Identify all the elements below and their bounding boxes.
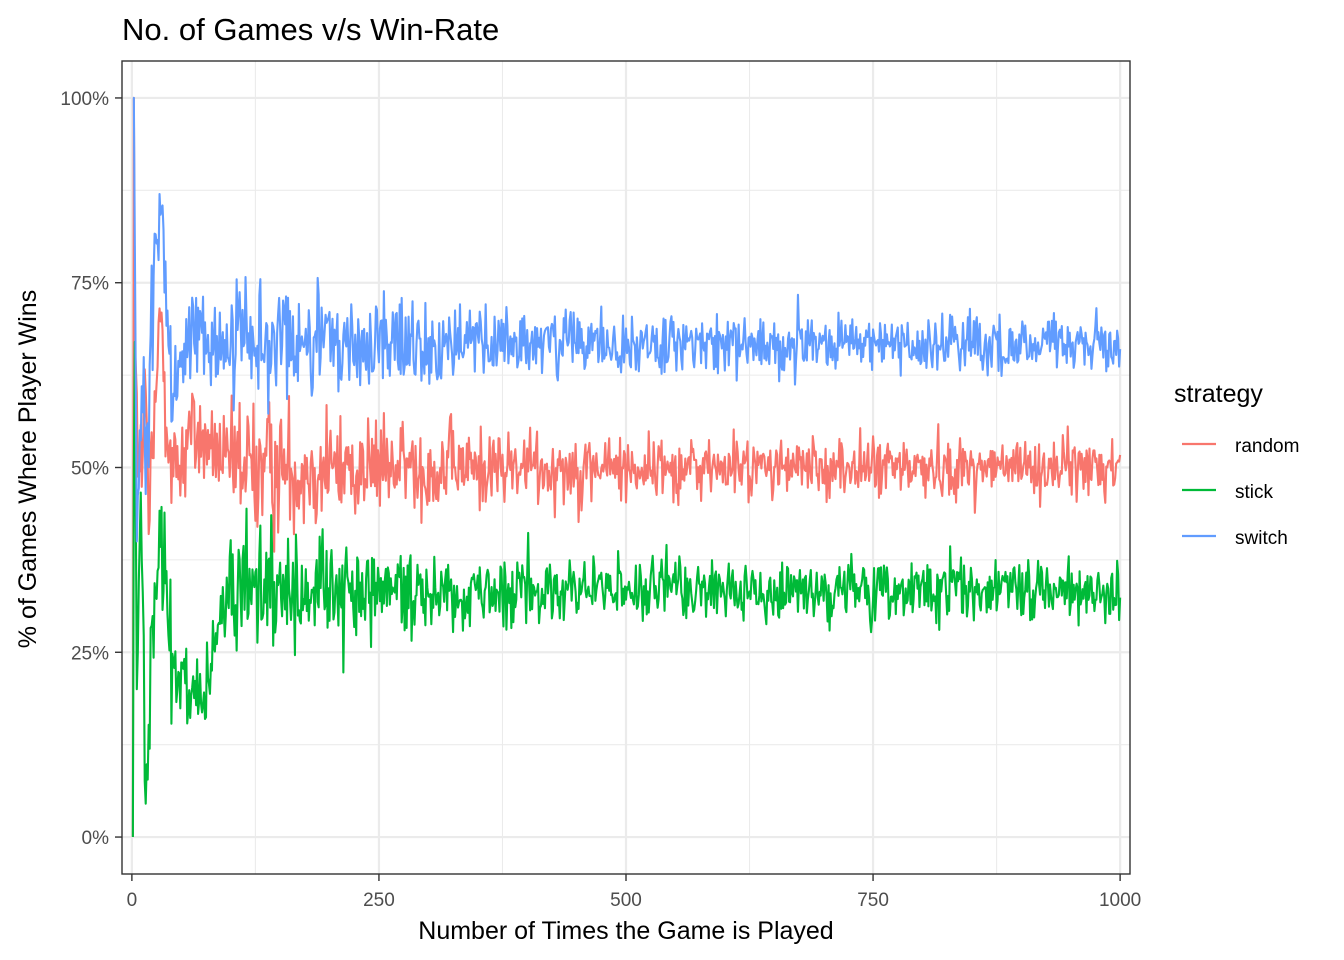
y-tick-label: 75% xyxy=(71,274,109,295)
x-tick-label: 250 xyxy=(363,890,395,911)
x-axis: 0 250 500 750 1000 xyxy=(127,874,1141,911)
series-line-stick xyxy=(131,340,1122,838)
series-lines xyxy=(131,96,1122,838)
series-line-switch xyxy=(132,96,1122,543)
x-tick-label: 750 xyxy=(857,890,889,911)
y-tick-label: 100% xyxy=(60,89,109,110)
y-axis: 0% 25% 50% 75% 100% xyxy=(60,89,122,849)
legend-label-random: random xyxy=(1235,436,1299,457)
legend: strategy random stick switch xyxy=(1174,380,1299,549)
y-tick-label: 0% xyxy=(82,828,110,849)
x-tick-label: 500 xyxy=(610,890,642,911)
legend-label-switch: switch xyxy=(1235,528,1288,549)
chart-title: No. of Games v/s Win-Rate xyxy=(122,12,499,47)
x-tick-label: 0 xyxy=(127,890,138,911)
y-tick-label: 25% xyxy=(71,643,109,664)
series-line-random xyxy=(131,96,1122,838)
y-axis-label: % of Games Where Player Wins xyxy=(14,290,42,648)
y-tick-label: 50% xyxy=(71,459,109,480)
x-axis-label: Number of Times the Game is Played xyxy=(418,917,833,945)
legend-label-stick: stick xyxy=(1235,482,1274,503)
legend-title: strategy xyxy=(1174,380,1263,408)
x-tick-label: 1000 xyxy=(1099,890,1141,911)
